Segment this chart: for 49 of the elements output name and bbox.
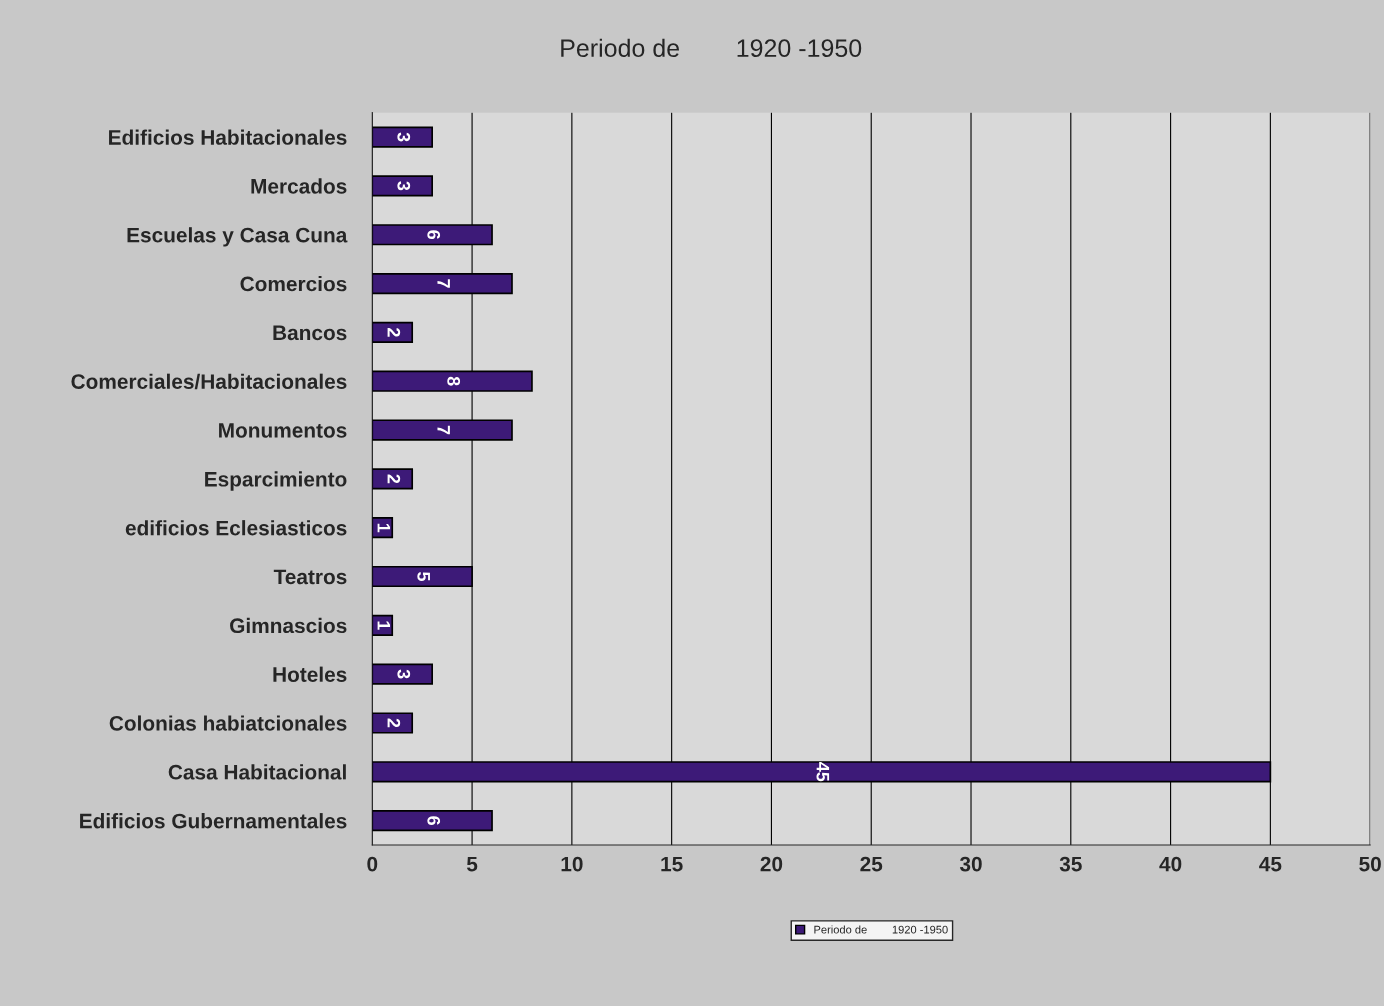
data-label: 8 <box>447 376 461 386</box>
data-label: 2 <box>387 327 401 337</box>
data-label: 6 <box>427 816 441 825</box>
x-tick-label: 50 <box>1359 856 1381 872</box>
legend-label: Periodo de 1920 -1950 <box>814 925 948 934</box>
data-label: 3 <box>397 669 411 679</box>
x-tick-label: 40 <box>1159 856 1182 872</box>
y-tick-label: Monumentos <box>219 423 347 438</box>
bar <box>372 468 414 490</box>
y-tick-label: Esparcimiento <box>205 471 347 491</box>
y-tick-label: Colonias habiatcionales <box>109 715 347 731</box>
y-tick-label: Edificios Habitacionales <box>109 129 347 145</box>
data-label: 7 <box>437 425 450 435</box>
y-tick-label: Hoteles <box>273 666 347 682</box>
bar <box>372 126 434 148</box>
data-label: 2 <box>387 718 401 728</box>
data-label: 3 <box>397 132 411 142</box>
data-label: 1 <box>377 523 391 533</box>
data-label: 45 <box>816 762 830 782</box>
bar <box>372 712 414 734</box>
y-tick-label: Escuelas y Casa Cuna <box>127 227 348 247</box>
y-tick-label: Teatros <box>273 569 347 585</box>
x-tick-label: 30 <box>959 856 982 872</box>
y-tick-label: Comerciales/Habitacionales <box>71 373 347 390</box>
chart-title: Periodo de 1920 -1950 <box>561 38 862 58</box>
y-tick-label: Comercios <box>240 276 347 292</box>
data-label: 5 <box>417 572 430 582</box>
data-label: 2 <box>387 474 401 484</box>
data-label: 6 <box>427 230 441 240</box>
x-tick-label: 25 <box>860 856 883 872</box>
x-tick-label: 10 <box>561 856 583 872</box>
x-tick-label: 0 <box>367 856 378 872</box>
bar <box>372 175 434 197</box>
y-tick-label: Bancos <box>273 325 347 341</box>
x-tick-label: 35 <box>1059 856 1082 872</box>
data-label: 7 <box>437 279 450 288</box>
y-tick-label: Mercados <box>251 178 347 194</box>
x-tick-label: 15 <box>661 856 683 872</box>
data-label: 3 <box>397 181 411 191</box>
bar <box>372 663 434 685</box>
y-tick-label: Casa Habitacional <box>168 764 346 780</box>
y-tick-label: edificios Eclesiasticos <box>125 520 347 536</box>
x-tick-label: 45 <box>1259 856 1282 872</box>
x-tick-label: 5 <box>466 856 478 872</box>
y-tick-label: Gimnascios <box>230 617 347 634</box>
data-label: 1 <box>377 621 391 630</box>
y-tick-label: Edificios Gubernamentales <box>80 813 347 829</box>
bar <box>372 321 414 343</box>
x-tick-label: 20 <box>760 856 783 872</box>
